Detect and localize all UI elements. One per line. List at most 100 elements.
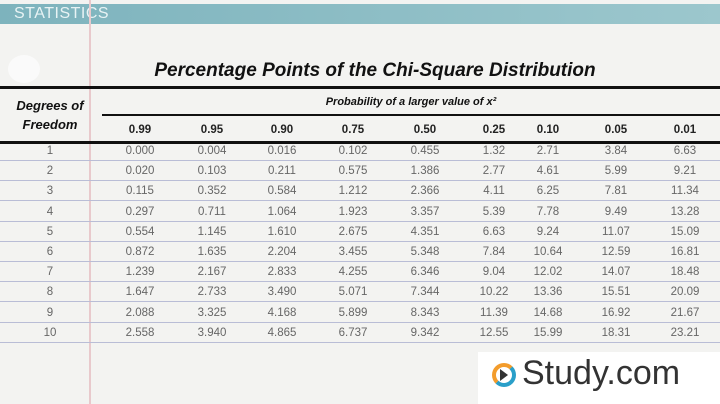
table-cell: 4.168 [267,306,297,319]
divider [0,86,720,89]
table-cell: 0.103 [197,165,227,178]
table-cell: 9.49 [604,205,628,218]
table-cell: 0.455 [410,145,440,157]
column-header: 0.75 [341,124,365,136]
table-cell: 2.675 [338,225,368,238]
table-cell: 2.204 [267,246,297,258]
table-cell: 0.711 [198,205,226,218]
table-cell: 1.239 [125,266,155,279]
df-cell: 7 [46,266,54,279]
row-line [0,321,720,323]
row-line [0,240,720,242]
table-cell: 0.297 [125,205,155,218]
df-cell: 10 [43,326,57,339]
play-circle-icon [492,363,516,387]
section-banner: STATISTICS [0,4,720,24]
table-cell: 18.31 [601,326,631,339]
table-cell: 2.733 [197,286,227,299]
table-cell: 7.84 [482,246,506,258]
row-line [0,180,720,182]
table-cell: 4.351 [410,225,440,238]
table-cell: 8.343 [410,306,440,319]
table-cell: 15.99 [533,326,563,339]
play-icon [500,369,508,381]
table-cell: 5.99 [604,165,628,178]
table-cell: 2.088 [125,306,155,319]
column-header: 0.01 [673,124,697,136]
row-line [0,301,720,303]
table-cell: 2.558 [125,326,155,339]
table-cell: 2.167 [197,266,227,279]
table-cell: 4.11 [483,185,505,198]
df-cell: 3 [46,185,54,198]
table-cell: 7.78 [536,205,560,218]
table-cell: 3.357 [410,205,440,218]
divider [102,114,720,116]
row-line [0,341,720,343]
table-cell: 13.28 [670,205,700,218]
table-cell: 9.342 [410,326,440,339]
df-cell: 9 [46,306,54,319]
table-cell: 6.63 [482,225,506,238]
table-cell: 0.584 [267,185,297,198]
table-cell: 1.923 [338,205,368,218]
table-cell: 11.34 [671,185,699,198]
row-line [0,261,720,262]
table-cell: 11.07 [602,225,630,238]
row-line [0,160,720,161]
notebook-hole [8,55,40,83]
table-cell: 0.016 [267,145,297,157]
table-cell: 0.020 [125,165,155,178]
column-header: 0.95 [200,124,224,136]
column-header: 0.25 [482,124,506,136]
study-com-logo: Study.com [478,352,720,404]
row-line [0,281,720,283]
table-cell: 3.325 [197,306,227,319]
table-cell: 6.737 [338,326,368,339]
table-cell: 0.115 [126,185,154,198]
table-cell: 0.554 [125,225,155,238]
table-cell: 7.344 [410,286,440,299]
table-cell: 6.346 [410,266,440,279]
table-cell: 6.25 [536,185,560,198]
table-cell: 2.366 [410,185,440,198]
df-cell: 4 [46,205,54,218]
df-cell: 1 [46,145,54,157]
notebook-margin-line [89,0,91,404]
table-cell: 0.872 [125,246,155,258]
table-cell: 2.77 [482,165,506,178]
column-header: 0.10 [536,124,560,136]
table-cell: 2.833 [267,266,297,279]
column-header: 0.05 [604,124,628,136]
table-cell: 9.04 [482,266,506,279]
table-cell: 18.48 [670,266,700,279]
table-cell: 3.940 [197,326,227,339]
table-cell: 1.386 [410,165,440,178]
df-cell: 5 [46,225,54,238]
row-line [0,220,720,222]
table-cell: 0.000 [125,145,155,157]
df-cell: 6 [46,246,54,258]
logo-text: Study.com [522,354,681,392]
table-cell: 20.09 [670,286,700,299]
page-title: Percentage Points of the Chi-Square Dist… [154,60,596,81]
column-group-header: Probability of a larger value of x² [325,96,497,108]
table-cell: 12.55 [479,326,509,339]
table-cell: 1.145 [197,225,227,238]
table-cell: 4.255 [338,266,368,279]
table-cell: 2.71 [536,145,560,157]
table-cell: 3.84 [604,145,628,157]
column-header: 0.90 [270,124,294,136]
table-cell: 6.63 [673,145,697,157]
table-cell: 0.352 [197,185,227,198]
table-cell: 5.899 [338,306,368,319]
table-cell: 14.68 [533,306,563,319]
table-cell: 5.348 [410,246,440,258]
table-cell: 1.32 [482,145,506,157]
table-cell: 16.81 [670,246,700,258]
banner-label: STATISTICS [14,5,110,22]
table-cell: 5.071 [338,286,368,299]
table-cell: 12.59 [601,246,631,258]
table-cell: 16.92 [601,306,631,319]
table-cell: 14.07 [601,266,631,279]
